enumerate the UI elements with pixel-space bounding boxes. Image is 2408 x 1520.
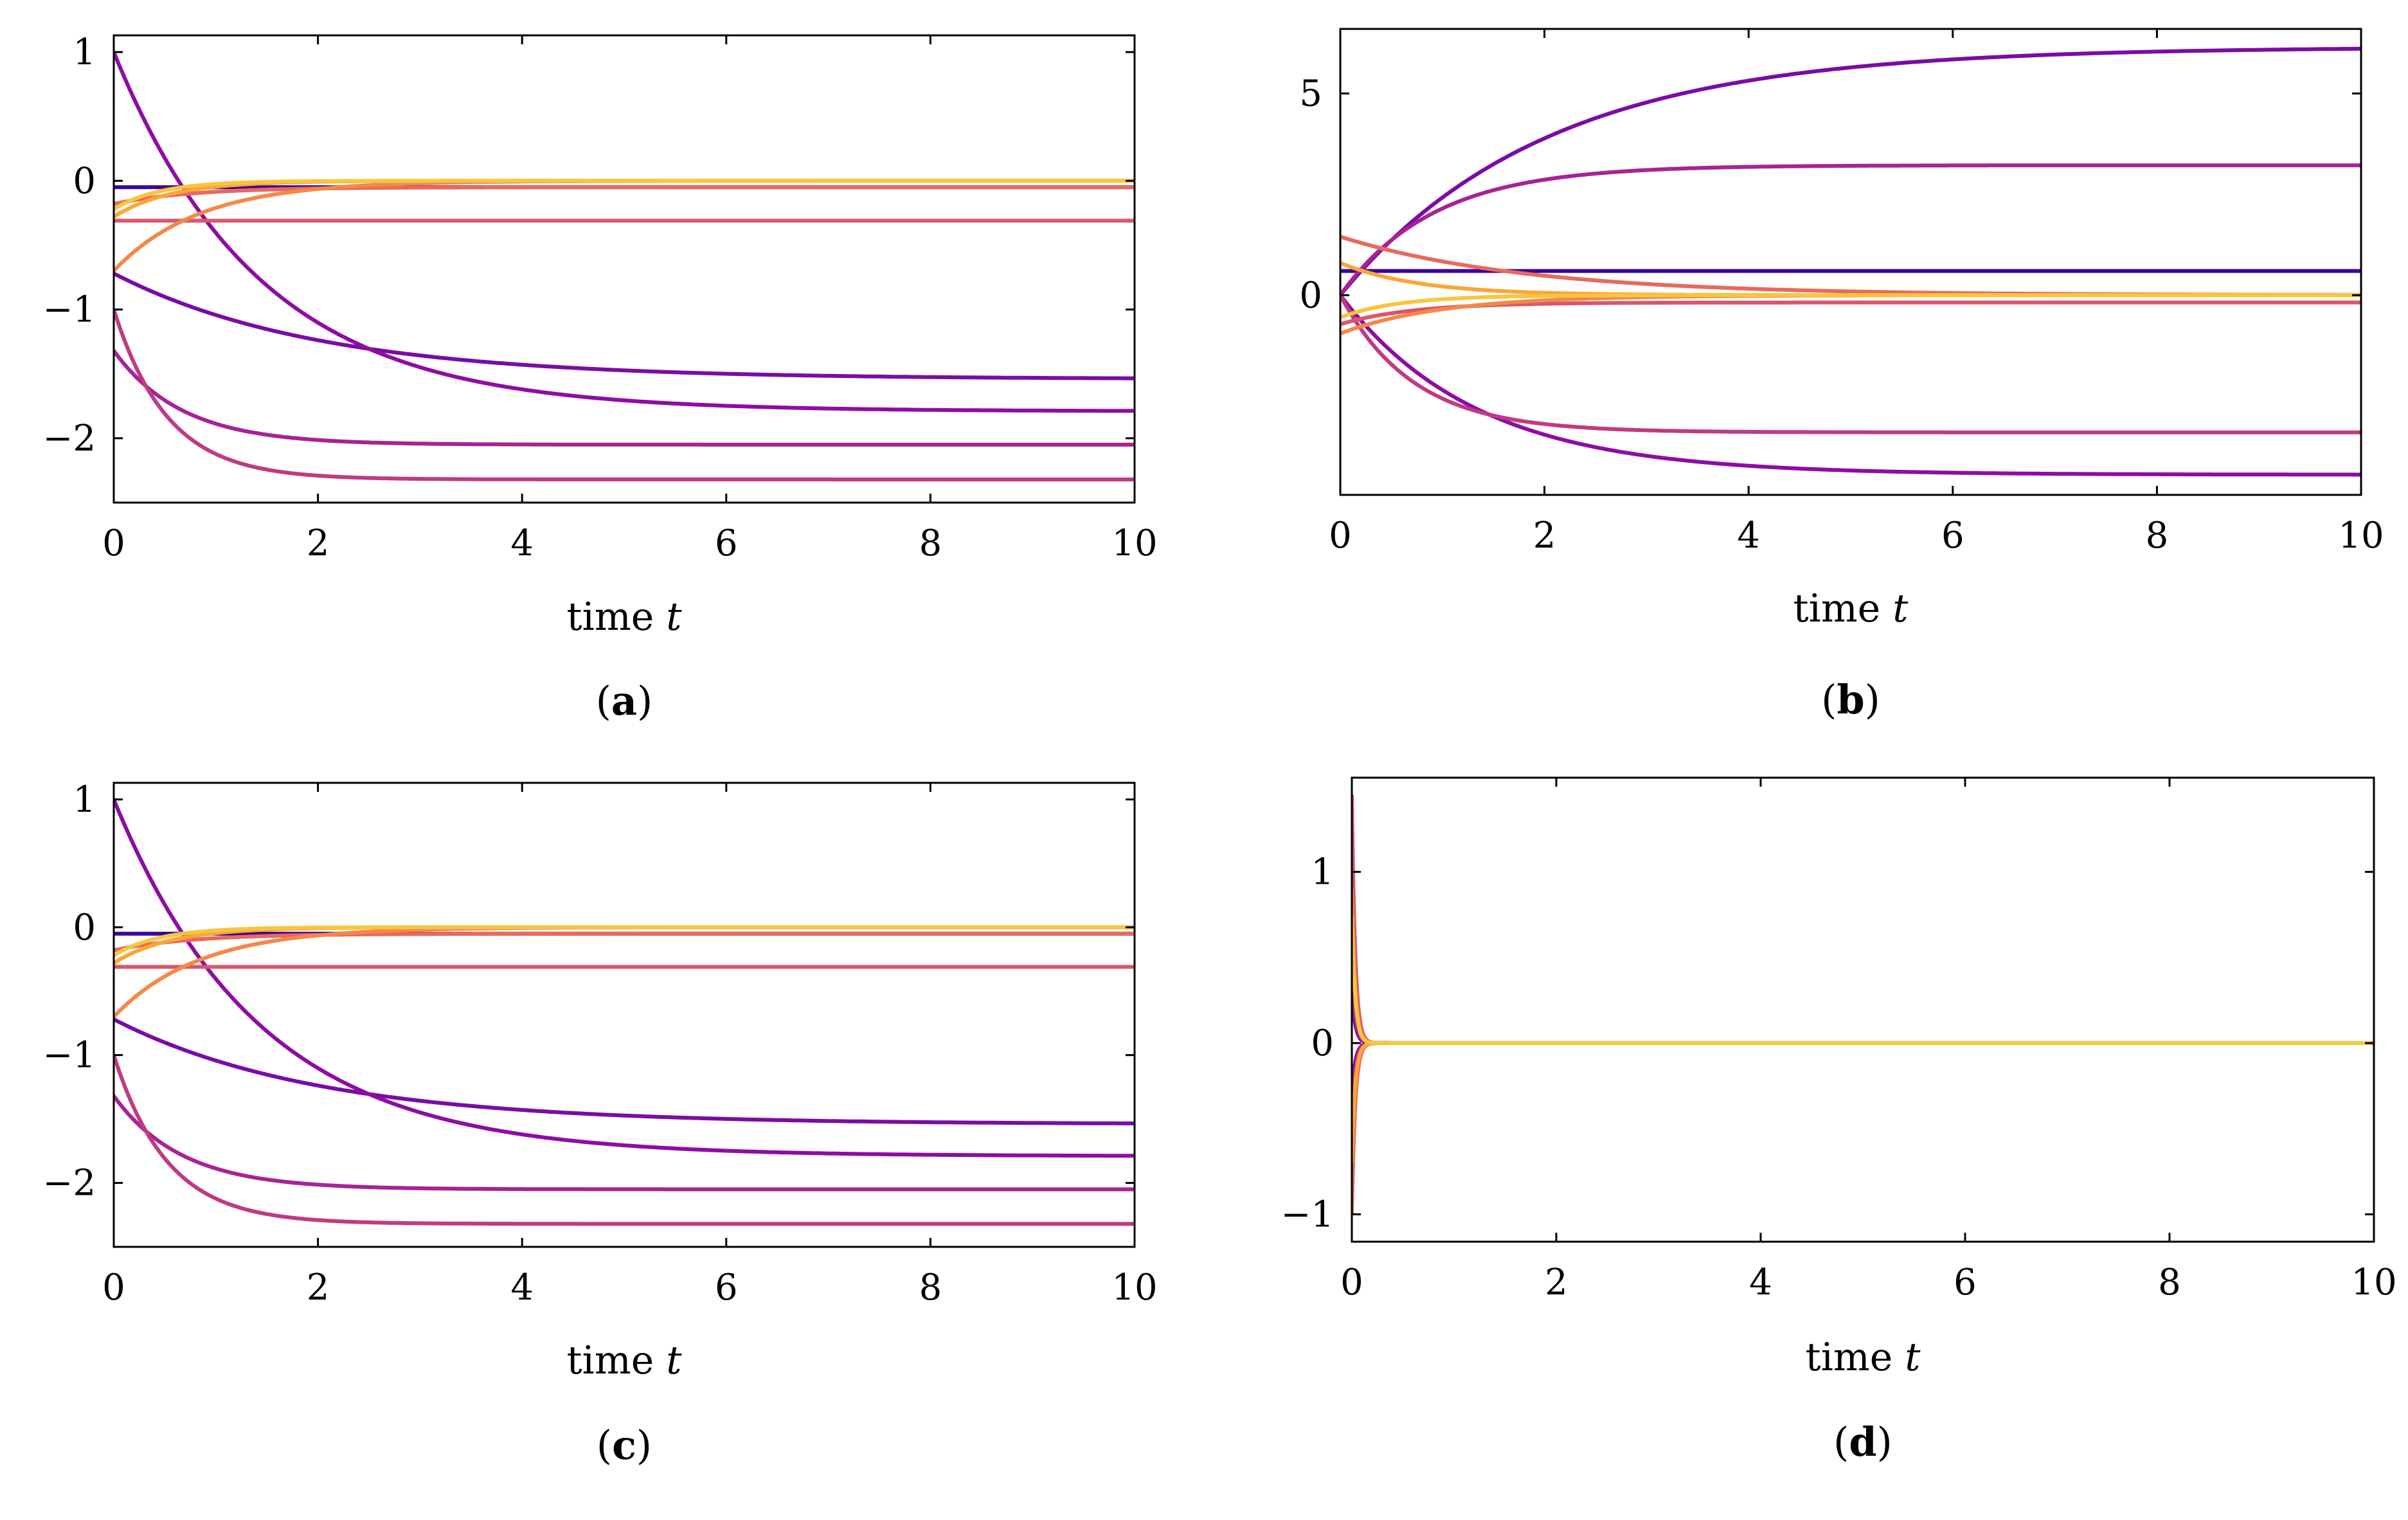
panel-caption: (a)	[596, 677, 653, 724]
x-tick-label: 0	[1340, 1262, 1363, 1303]
series-line-2	[114, 1017, 1135, 1125]
series-line-7	[1340, 235, 2361, 297]
x-axis-label: time t	[1793, 586, 1909, 631]
plot-frame	[1351, 776, 2375, 1243]
series-line-5	[114, 1053, 1135, 1226]
y-tick-label: 0	[73, 907, 96, 949]
y-tick-label: 0	[1311, 1023, 1334, 1064]
x-tick-label: 10	[1111, 523, 1157, 564]
series-group	[1340, 46, 2361, 477]
x-tick-label: 4	[1737, 515, 1760, 557]
series-line-4	[114, 1094, 1135, 1192]
x-tick-label: 8	[919, 523, 942, 564]
series-line-4	[1340, 163, 2361, 298]
x-tick-label: 6	[715, 1267, 738, 1309]
x-tick-label: 4	[510, 1267, 534, 1309]
series-group	[114, 798, 1135, 1226]
y-tick-label: 1	[73, 779, 96, 821]
series-line-10	[1352, 913, 2374, 1045]
x-tick-label: 2	[1533, 515, 1556, 557]
y-tick-label: −2	[42, 418, 96, 460]
series-line-7	[1352, 1041, 2374, 1216]
series-line-8	[114, 925, 1135, 1019]
series-line-3	[114, 50, 1135, 413]
x-tick-label: 0	[102, 523, 125, 564]
series-line-6	[1340, 300, 2361, 326]
x-tick-label: 8	[2146, 515, 2169, 557]
y-tick-label: −1	[42, 289, 96, 331]
series-line-7	[114, 185, 1135, 206]
y-tick-label: 1	[1311, 852, 1334, 893]
series-group	[114, 50, 1135, 481]
y-tick-label: 0	[1299, 274, 1322, 316]
x-tick-label: 2	[307, 523, 330, 564]
x-axis-label: time t	[567, 1338, 683, 1383]
series-line-5	[1340, 293, 2361, 434]
series-line-3	[114, 798, 1135, 1158]
x-tick-label: 2	[307, 1267, 330, 1309]
series-line-2	[1340, 46, 2361, 298]
x-axis-label: time t	[567, 595, 683, 639]
x-tick-label: 10	[1111, 1267, 1157, 1309]
series-line-8	[1352, 887, 2374, 1045]
series-line-10	[114, 179, 1135, 211]
series-line-8	[114, 179, 1135, 273]
x-tick-label: 6	[1954, 1262, 1977, 1303]
plot-frame	[112, 782, 1136, 1248]
chart-panel-b: 0 2 4 6 8 10 5 0 time t (b)	[1299, 28, 2384, 723]
panel-caption: (d)	[1833, 1418, 1892, 1465]
x-tick-label: 10	[2351, 1262, 2396, 1303]
x-axis-label: time t	[1806, 1335, 1921, 1380]
panel-caption: (c)	[597, 1422, 652, 1469]
series-line-4	[1352, 964, 2374, 1045]
series-line-9	[1352, 1041, 2374, 1165]
x-tick-label: 4	[510, 523, 534, 564]
series-line-2	[1352, 990, 2374, 1045]
y-tick-label: −1	[1280, 1194, 1334, 1235]
x-tick-label: 0	[1329, 515, 1352, 557]
x-tick-label: 6	[715, 523, 738, 564]
series-line-10	[114, 925, 1135, 958]
y-tick-label: −2	[42, 1163, 96, 1204]
series-line-2	[114, 271, 1135, 380]
series-line-3	[1352, 1041, 2374, 1096]
series-line-7	[114, 931, 1135, 952]
x-tick-label: 6	[1941, 515, 1964, 557]
y-tick-label: −1	[42, 1035, 96, 1077]
series-line-5	[114, 307, 1135, 481]
panel-caption: (b)	[1821, 676, 1880, 723]
plot-frame	[112, 34, 1136, 504]
x-tick-label: 8	[2158, 1262, 2181, 1303]
x-tick-label: 2	[1545, 1262, 1568, 1303]
x-tick-label: 8	[919, 1267, 942, 1309]
series-group	[1352, 793, 2374, 1216]
y-tick-label: 5	[1299, 73, 1322, 114]
series-line-10	[1340, 293, 2361, 319]
y-tick-label: 1	[73, 31, 96, 73]
x-tick-label: 4	[1749, 1262, 1772, 1303]
series-line-1	[1352, 938, 2374, 1045]
series-line-6	[1352, 793, 2374, 1045]
x-tick-label: 0	[102, 1267, 125, 1309]
y-tick-label: 0	[73, 160, 96, 202]
series-line-5	[1352, 1041, 2374, 1131]
series-line-4	[114, 348, 1135, 447]
series-line-3	[1340, 293, 2361, 477]
plot-frame	[1339, 28, 2362, 496]
x-tick-label: 10	[2338, 515, 2384, 557]
